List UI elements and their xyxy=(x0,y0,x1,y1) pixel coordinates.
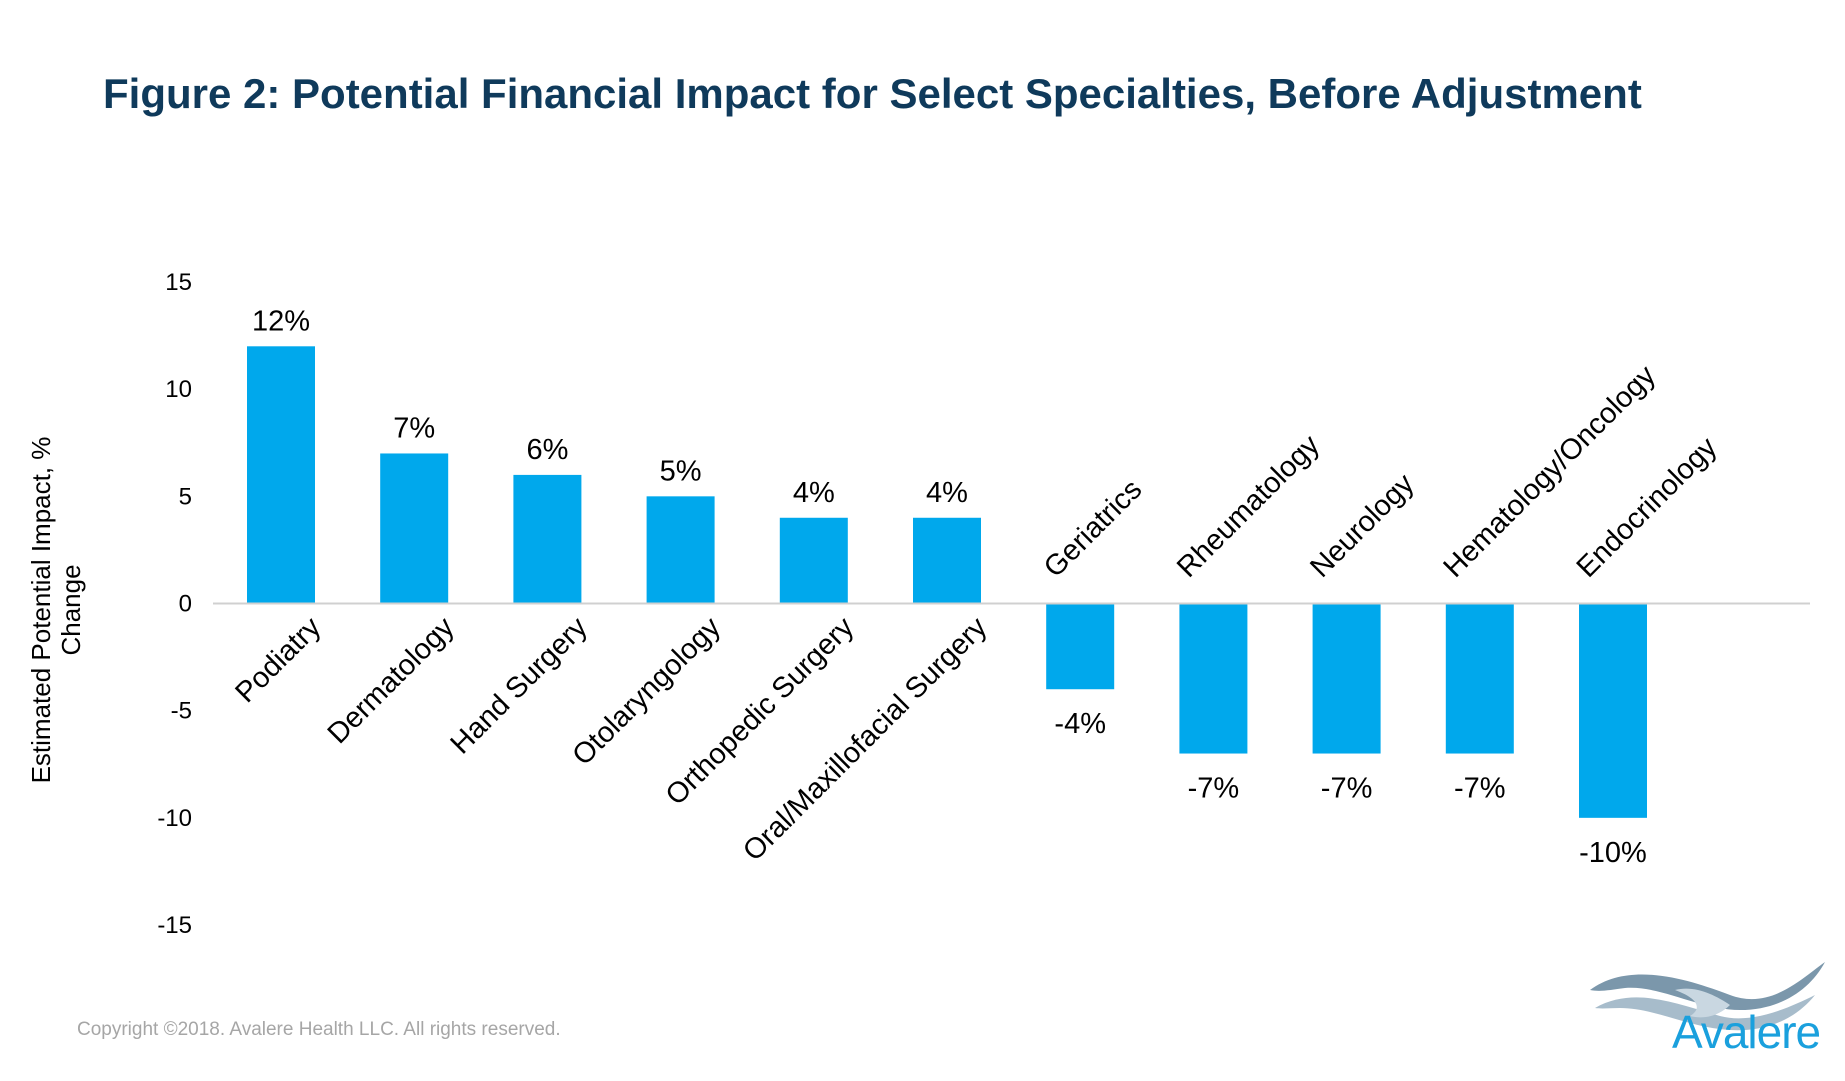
category-label: Geriatrics xyxy=(1038,473,1148,583)
data-label: 6% xyxy=(526,434,568,466)
category-label: Podiatry xyxy=(230,611,328,709)
category-label: Hand Surgery xyxy=(445,611,595,761)
bars xyxy=(247,346,1647,818)
bar xyxy=(1579,603,1647,818)
data-label: -4% xyxy=(1054,708,1106,740)
bar xyxy=(1445,603,1514,754)
data-label: 5% xyxy=(660,455,702,487)
y-tick-label: 10 xyxy=(165,376,192,403)
data-label: -10% xyxy=(1579,837,1647,869)
chart-title: Figure 2: Potential Financial Impact for… xyxy=(103,70,1642,117)
y-axis-label: Estimated Potential Impact, %Change xyxy=(26,437,86,784)
category-label: Neurology xyxy=(1304,467,1420,583)
y-axis-ticks: 15 10 5 0 -5 -10 -15 xyxy=(157,269,192,939)
bar xyxy=(913,517,981,604)
y-tick-label: -15 xyxy=(157,912,192,939)
bar xyxy=(1312,603,1381,754)
logo-text: Avalere xyxy=(1672,1006,1821,1058)
category-label: Hematology/Oncology xyxy=(1438,359,1663,584)
bar xyxy=(513,474,582,604)
y-tick-label: 15 xyxy=(165,269,192,296)
y-tick-label: 0 xyxy=(179,591,192,618)
data-label: 12% xyxy=(252,305,310,337)
bar xyxy=(1046,603,1115,690)
data-labels: 12% 7% 6% 5% 4% 4% -4% -7% -7% -7% -10% xyxy=(252,305,1647,869)
y-tick-label: -5 xyxy=(171,698,192,725)
copyright-text: Copyright ©2018. Avalere Health LLC. All… xyxy=(77,1019,561,1040)
bar xyxy=(779,517,848,604)
data-label: -7% xyxy=(1454,773,1506,805)
y-axis-title: Estimated Potential Impact, %Change xyxy=(26,437,86,784)
avalere-wave-logo-icon xyxy=(1590,962,1825,1031)
data-label: 7% xyxy=(393,412,435,444)
y-tick-label: -10 xyxy=(157,805,192,832)
bar xyxy=(380,453,449,604)
bar xyxy=(1179,603,1248,754)
category-label: Oral/Maxillofacial Surgery xyxy=(737,611,994,868)
bar xyxy=(646,496,715,604)
data-label: 4% xyxy=(793,477,835,509)
category-label: Dermatology xyxy=(322,611,461,750)
category-label: Endocrinology xyxy=(1571,431,1724,584)
data-label: 4% xyxy=(926,477,968,509)
y-tick-label: 5 xyxy=(179,483,192,510)
bar xyxy=(247,346,315,604)
category-label: Rheumatology xyxy=(1171,429,1326,584)
data-label: -7% xyxy=(1321,773,1373,805)
data-label: -7% xyxy=(1188,773,1240,805)
